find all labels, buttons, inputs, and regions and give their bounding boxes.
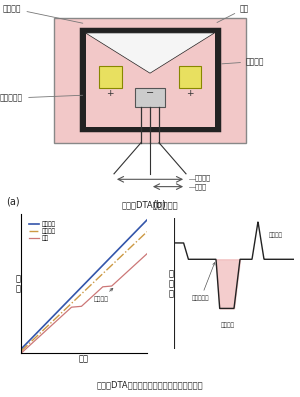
Text: 基準物質: 基準物質 [3,4,83,23]
Line: 基準物質: 基準物質 [21,232,147,351]
基準物質 [98,274,102,278]
Legend: ヒーター, 基準物質, 試料: ヒーター, 基準物質, 試料 [26,219,58,243]
Text: 試料の融点: 試料の融点 [192,262,215,301]
基準物質 [110,262,114,267]
Bar [85,33,214,127]
Text: 発熱反応: 発熱反応 [269,232,283,237]
Polygon shape [85,33,214,73]
X-axis label: 時間: 時間 [79,355,89,364]
基準物質 [60,310,64,315]
試料 [110,283,114,288]
Text: 温度差: 温度差 [195,183,207,190]
Text: +: + [186,89,194,98]
試料 [60,313,64,318]
ヒーター [98,266,102,270]
基準物質 [111,262,114,267]
ヒーター [110,254,114,258]
基準物質 [69,302,73,306]
Bar [178,66,201,88]
Text: +: + [106,89,114,98]
試料 [69,305,73,310]
基準物質 [145,229,149,234]
Text: 図１　DTAの装置構成: 図１ DTAの装置構成 [122,200,178,210]
Text: 試料: 試料 [217,4,249,23]
試料 [145,251,149,256]
Line: ヒーター: ヒーター [21,220,147,349]
ヒーター [111,253,114,258]
Bar [99,66,122,88]
ヒーター [60,304,64,309]
ヒーター [69,296,73,301]
Text: 示差熱電対: 示差熱電対 [0,94,83,103]
基準物質 [19,349,23,354]
試料 [98,287,102,291]
Text: 吸熱反応: 吸熱反応 [221,322,235,328]
Bar [81,29,219,130]
Bar [54,18,246,143]
Line: 試料: 試料 [21,254,147,353]
ヒーター [19,347,23,352]
試料 [34,337,38,342]
Y-axis label: 温
度
差: 温 度 差 [169,269,174,299]
Text: −: − [146,88,154,98]
Text: ヒーター: ヒーター [222,57,265,66]
Text: (b): (b) [152,200,166,210]
ヒーター [145,218,149,222]
試料 [111,283,114,288]
Text: (a): (a) [6,197,20,207]
試料 [19,351,23,356]
Bar [135,88,165,107]
Y-axis label: 温
度: 温 度 [16,274,21,293]
ヒーター [34,331,38,336]
Text: 試料温度: 試料温度 [195,174,211,181]
基準物質 [34,335,38,339]
Text: 図２　DTAにおける温度と温度差の時間変化: 図２ DTAにおける温度と温度差の時間変化 [97,380,203,389]
Text: 融点開始: 融点開始 [94,288,113,302]
